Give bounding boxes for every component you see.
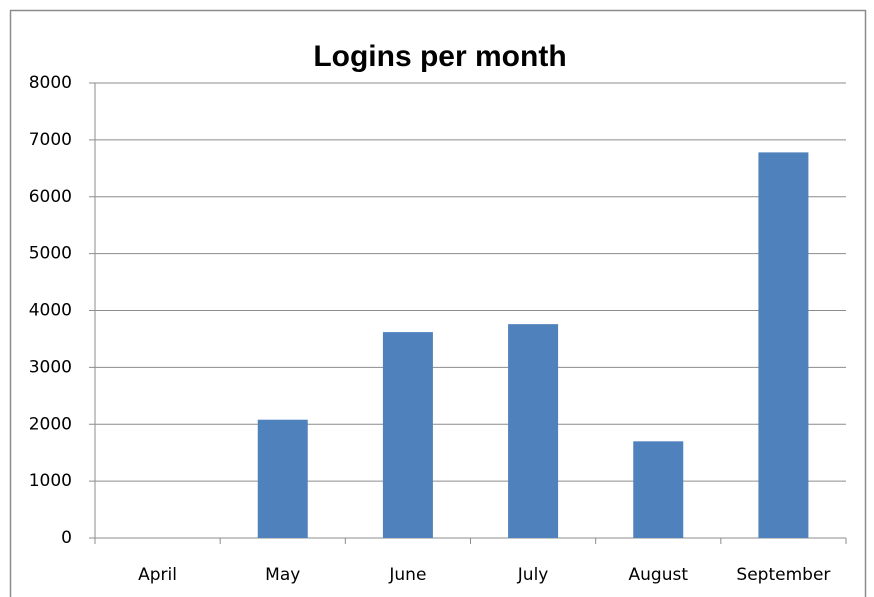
bar: [508, 324, 559, 538]
x-tick-label: July: [517, 565, 549, 585]
bar: [633, 441, 684, 538]
bar: [382, 332, 433, 538]
y-tick-label: 6000: [29, 187, 72, 207]
x-tick-label: August: [629, 565, 689, 585]
y-tick-label: 5000: [29, 244, 72, 264]
y-tick-label: 2000: [29, 414, 72, 434]
x-tick-label: June: [388, 565, 426, 585]
y-tick-label: 7000: [29, 130, 72, 150]
y-tick-label: 1000: [29, 471, 72, 491]
y-tick-label: 0: [61, 528, 72, 548]
chart-title: Logins per month: [313, 40, 566, 73]
bar: [257, 419, 308, 538]
y-tick-label: 4000: [29, 301, 72, 321]
y-tick-label: 8000: [29, 73, 72, 93]
x-tick-label: April: [138, 565, 177, 585]
x-tick-label: May: [265, 565, 300, 585]
chart-frame: [9, 9, 867, 597]
bar: [758, 152, 809, 538]
x-tick-label: September: [736, 565, 830, 585]
y-tick-label: 3000: [29, 357, 72, 377]
